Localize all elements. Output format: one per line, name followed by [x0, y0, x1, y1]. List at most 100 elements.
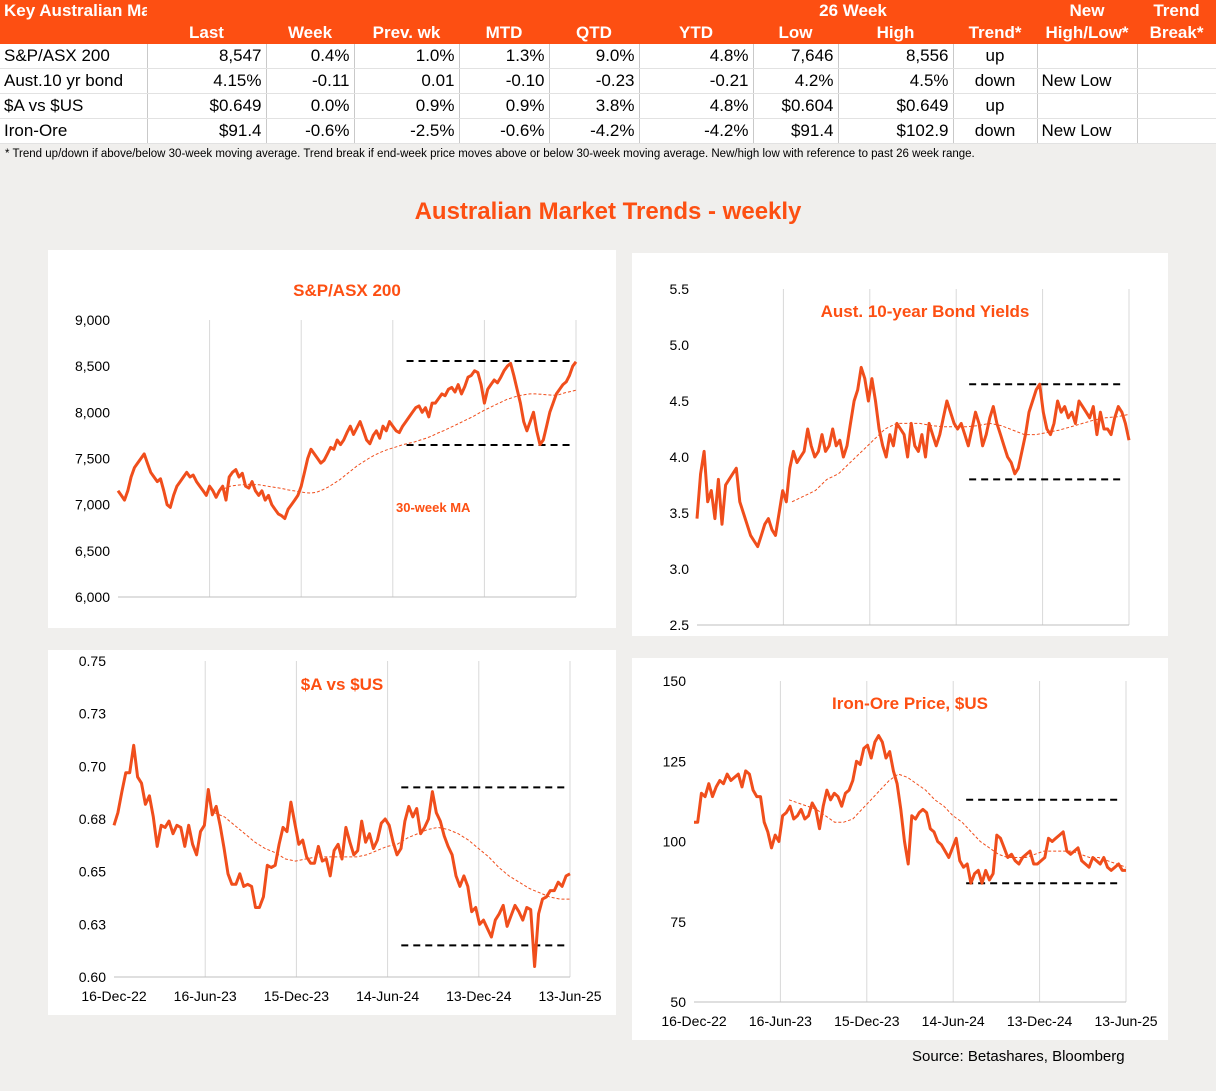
x-tick-label: 16-Jun-23: [174, 988, 237, 1004]
table-header-row: Key Australian Markets 26 Week New Trend: [0, 0, 1216, 22]
col-header-week: Week: [266, 22, 354, 44]
table-cell: [1137, 68, 1216, 94]
table-cell: 4.5%: [838, 68, 954, 94]
y-tick-label: 150: [663, 673, 687, 689]
y-tick-label: 50: [670, 994, 686, 1010]
table-cell: $0.604: [753, 93, 839, 119]
y-tick-label: 100: [663, 834, 687, 850]
chart-title: $A vs $US: [301, 675, 384, 694]
header-26-week: 26 Week: [753, 0, 954, 22]
table-cell: 4.15%: [147, 68, 267, 94]
table-cell: [1137, 44, 1216, 69]
x-tick-label: 14-Jun-24: [356, 988, 419, 1004]
table-cell: [1137, 93, 1216, 119]
table-cell: -0.6%: [266, 118, 355, 144]
table-cell: -0.21: [639, 68, 754, 94]
chart-iron: 50 75 100 125 150 16-Dec-22 16-Jun-23 15-Dec-23…: [661, 673, 1157, 1029]
table-cell: [1037, 44, 1138, 69]
y-tick-label: 7,000: [75, 497, 110, 513]
y-tick-label: 0.63: [79, 916, 106, 932]
y-tick-label: 7,500: [75, 451, 110, 467]
table-cell: 0.0%: [266, 93, 355, 119]
table-cell: up: [953, 44, 1038, 69]
y-tick-label: 75: [670, 914, 686, 930]
table-cell: 4.8%: [639, 44, 754, 69]
chart-panel-asx: 6,000 6,500 7,000 7,500 8,000 8,500 9,000 S&P/A…: [48, 250, 616, 628]
table-cell: $91.4: [147, 118, 267, 144]
y-tick-label: 5.0: [670, 337, 690, 353]
table-cell: $A vs $US: [0, 93, 148, 119]
col-header-low: Low: [753, 22, 838, 44]
y-tick-label: 6,000: [75, 589, 110, 605]
table-row: S&P/ASX 200 8,547 0.4% 1.0% 1.3% 9.0% 4.…: [0, 44, 1216, 69]
y-tick-label: 4.0: [670, 449, 690, 465]
x-tick-label: 13-Jun-25: [1094, 1013, 1157, 1029]
table-title: Key Australian Markets: [0, 0, 147, 22]
table-row: $A vs $US $0.649 0.0% 0.9% 0.9% 3.8% 4.8…: [0, 93, 1216, 119]
y-tick-label: 8,500: [75, 358, 110, 374]
table-cell: 8,556: [838, 44, 954, 69]
y-tick-label: 0.60: [79, 969, 106, 985]
table-cell: $0.649: [147, 93, 267, 119]
col-header-high-low: High/Low*: [1037, 22, 1138, 44]
table-header-row: Last Week Prev. wk MTD QTD YTD Low High …: [0, 22, 1216, 44]
table-cell: up: [953, 93, 1038, 119]
moving-average-line: [214, 812, 570, 900]
table-cell: $0.649: [838, 93, 954, 119]
moving-average-line: [218, 389, 577, 494]
y-tick-label: 6,500: [75, 543, 110, 559]
table-cell: Iron-Ore: [0, 118, 148, 144]
chart-title: S&P/ASX 200: [293, 281, 401, 300]
y-tick-label: 5.5: [670, 281, 690, 297]
table-cell: $91.4: [753, 118, 839, 144]
y-tick-label: 4.5: [670, 393, 690, 409]
x-tick-label: 15-Dec-23: [264, 988, 330, 1004]
table-cell: New Low: [1037, 118, 1138, 144]
table-cell: [1137, 118, 1216, 144]
table-footnote: * Trend up/down if above/below 30-week m…: [5, 148, 975, 160]
chart-title: Iron-Ore Price, $US: [832, 694, 988, 713]
x-tick-label: 13-Dec-24: [1007, 1013, 1073, 1029]
x-tick-label: 13-Dec-24: [446, 988, 512, 1004]
col-header-break: Break*: [1137, 22, 1216, 44]
price-line: [694, 734, 1126, 885]
ma-annotation: 30-week MA: [396, 500, 471, 515]
y-tick-label: 3.0: [670, 561, 690, 577]
table-cell: -2.5%: [354, 118, 460, 144]
y-tick-label: 0.65: [79, 864, 106, 880]
table-cell: -0.11: [266, 68, 355, 94]
col-header-last: Last: [147, 22, 266, 44]
chart-panel-bond: 2.5 3.0 3.5 4.0 4.5 5.0 5.5 Aust. 10-year Bond …: [632, 253, 1168, 636]
table-cell: 0.01: [354, 68, 460, 94]
page-title: Australian Market Trends - weekly: [414, 198, 802, 225]
col-header-prev-wk: Prev. wk: [354, 22, 459, 44]
table-cell: 3.8%: [549, 93, 640, 119]
y-tick-label: 2.5: [670, 617, 690, 633]
chart-bond: 2.5 3.0 3.5 4.0 4.5 5.0 5.5 Aust. 10-year Bond …: [670, 281, 1131, 633]
y-tick-label: 125: [663, 753, 687, 769]
table-cell: 8,547: [147, 44, 267, 69]
table-cell: -4.2%: [549, 118, 640, 144]
y-tick-label: 0.73: [79, 706, 106, 722]
header-new: New: [1037, 0, 1138, 22]
table-cell: Aust.10 yr bond: [0, 68, 148, 94]
table-cell: down: [953, 68, 1038, 94]
x-tick-label: 13-Jun-25: [538, 988, 601, 1004]
table-cell: 9.0%: [549, 44, 640, 69]
y-tick-label: 3.5: [670, 505, 690, 521]
chart-panel-iron: 50 75 100 125 150 16-Dec-22 16-Jun-23 15-Dec-23…: [632, 658, 1168, 1040]
moving-average-line: [791, 413, 1130, 503]
table-cell: [1037, 93, 1138, 119]
chart-panel-aud: 0.60 0.63 0.65 0.68 0.70 0.73 0.75 16-Dec-22 16-…: [48, 650, 616, 1015]
table-cell: -4.2%: [639, 118, 754, 144]
table-row: Iron-Ore $91.4 -0.6% -2.5% -0.6% -4.2% -…: [0, 118, 1216, 144]
table-row: Aust.10 yr bond 4.15% -0.11 0.01 -0.10 -…: [0, 68, 1216, 94]
table-cell: 4.8%: [639, 93, 754, 119]
table-cell: 1.3%: [459, 44, 550, 69]
col-header-mtd: MTD: [459, 22, 549, 44]
table-cell: 0.9%: [459, 93, 550, 119]
table-cell: down: [953, 118, 1038, 144]
x-tick-label: 14-Jun-24: [922, 1013, 985, 1029]
y-tick-label: 0.70: [79, 758, 106, 774]
chart-asx: 6,000 6,500 7,000 7,500 8,000 8,500 9,000 S&P/A…: [75, 281, 578, 605]
